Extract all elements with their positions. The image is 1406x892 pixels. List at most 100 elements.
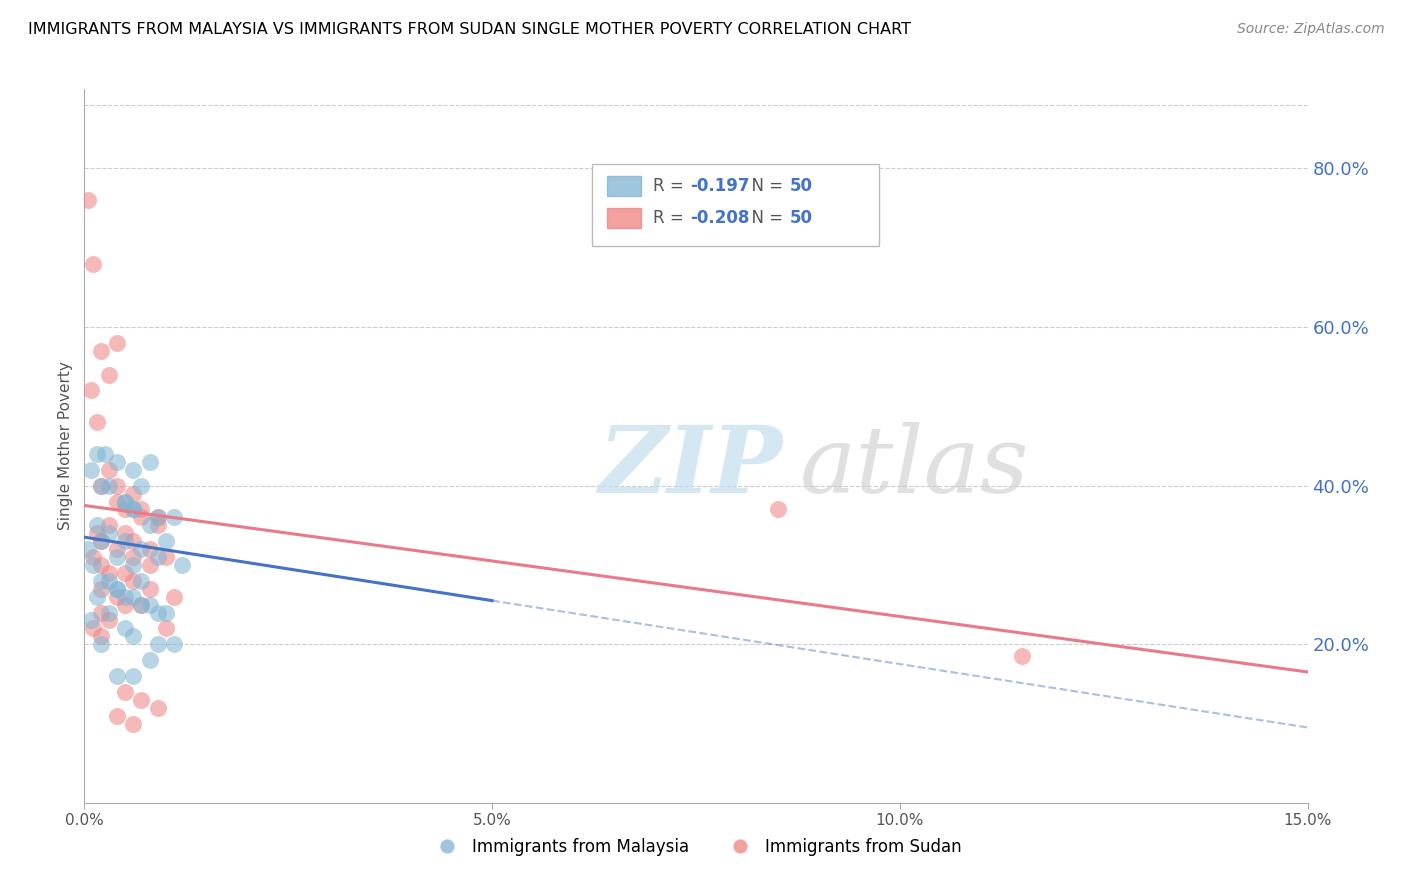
- Point: [114, 566, 136, 580]
- FancyBboxPatch shape: [592, 164, 880, 246]
- Point: [82, 621, 104, 635]
- Y-axis label: Single Mother Poverty: Single Mother Poverty: [58, 361, 73, 531]
- Point: [97, 606, 120, 620]
- Point: [138, 653, 160, 667]
- Point: [86, 447, 108, 461]
- Text: -0.197: -0.197: [690, 177, 749, 194]
- Bar: [606, 176, 641, 195]
- Point: [90, 478, 112, 492]
- Point: [131, 598, 153, 612]
- Point: [105, 494, 128, 508]
- Point: [138, 455, 160, 469]
- Point: [122, 502, 145, 516]
- Point: [105, 708, 128, 723]
- Point: [105, 590, 128, 604]
- Point: [97, 574, 120, 588]
- Text: R =: R =: [654, 209, 689, 227]
- Point: [90, 478, 112, 492]
- Text: 50: 50: [790, 209, 813, 227]
- Point: [105, 335, 128, 350]
- Point: [105, 582, 128, 596]
- Point: [114, 590, 136, 604]
- Text: Source: ZipAtlas.com: Source: ZipAtlas.com: [1237, 22, 1385, 37]
- Text: N =: N =: [741, 209, 789, 227]
- Point: [766, 502, 789, 516]
- Text: IMMIGRANTS FROM MALAYSIA VS IMMIGRANTS FROM SUDAN SINGLE MOTHER POVERTY CORRELAT: IMMIGRANTS FROM MALAYSIA VS IMMIGRANTS F…: [28, 22, 911, 37]
- Point: [155, 549, 177, 564]
- Point: [82, 549, 104, 564]
- Point: [90, 606, 112, 620]
- Point: [131, 574, 153, 588]
- Point: [122, 549, 145, 564]
- Point: [114, 621, 136, 635]
- Point: [86, 415, 108, 429]
- Point: [97, 566, 120, 580]
- Point: [86, 518, 108, 533]
- Point: [138, 518, 160, 533]
- Point: [138, 598, 160, 612]
- Point: [97, 463, 120, 477]
- Point: [90, 574, 112, 588]
- Point: [155, 534, 177, 549]
- Point: [146, 700, 169, 714]
- Point: [138, 582, 160, 596]
- Point: [105, 455, 128, 469]
- Point: [97, 478, 120, 492]
- Point: [146, 510, 169, 524]
- Point: [90, 343, 112, 358]
- Point: [86, 526, 108, 541]
- Text: ZIP: ZIP: [598, 423, 782, 512]
- Point: [155, 621, 177, 635]
- Point: [163, 590, 186, 604]
- Point: [105, 669, 128, 683]
- Point: [131, 692, 153, 706]
- Point: [122, 574, 145, 588]
- Point: [82, 558, 104, 572]
- Text: atlas: atlas: [800, 423, 1029, 512]
- Point: [90, 534, 112, 549]
- Point: [97, 368, 120, 382]
- Point: [122, 486, 145, 500]
- Point: [80, 614, 103, 628]
- Text: R =: R =: [654, 177, 689, 194]
- Text: 50: 50: [790, 177, 813, 194]
- Point: [114, 494, 136, 508]
- Point: [82, 257, 104, 271]
- Point: [122, 629, 145, 643]
- Point: [90, 582, 112, 596]
- Point: [131, 510, 153, 524]
- Point: [97, 614, 120, 628]
- Point: [93, 447, 115, 461]
- Point: [146, 518, 169, 533]
- Point: [131, 502, 153, 516]
- Point: [138, 542, 160, 557]
- Point: [97, 518, 120, 533]
- Point: [80, 463, 103, 477]
- Point: [114, 685, 136, 699]
- Point: [122, 558, 145, 572]
- Point: [122, 463, 145, 477]
- Point: [114, 494, 136, 508]
- Legend: Immigrants from Malaysia, Immigrants from Sudan: Immigrants from Malaysia, Immigrants fro…: [425, 831, 967, 863]
- Bar: [606, 208, 641, 227]
- Point: [146, 637, 169, 651]
- Point: [131, 542, 153, 557]
- Point: [122, 534, 145, 549]
- Point: [97, 526, 120, 541]
- Point: [77, 193, 100, 207]
- Point: [122, 716, 145, 731]
- Point: [122, 669, 145, 683]
- Point: [172, 558, 194, 572]
- Point: [114, 526, 136, 541]
- Point: [90, 534, 112, 549]
- Point: [105, 478, 128, 492]
- Point: [90, 629, 112, 643]
- Point: [105, 549, 128, 564]
- Point: [146, 606, 169, 620]
- Point: [155, 606, 177, 620]
- Point: [77, 542, 100, 557]
- Point: [146, 510, 169, 524]
- Point: [114, 502, 136, 516]
- Point: [131, 598, 153, 612]
- Text: -0.208: -0.208: [690, 209, 749, 227]
